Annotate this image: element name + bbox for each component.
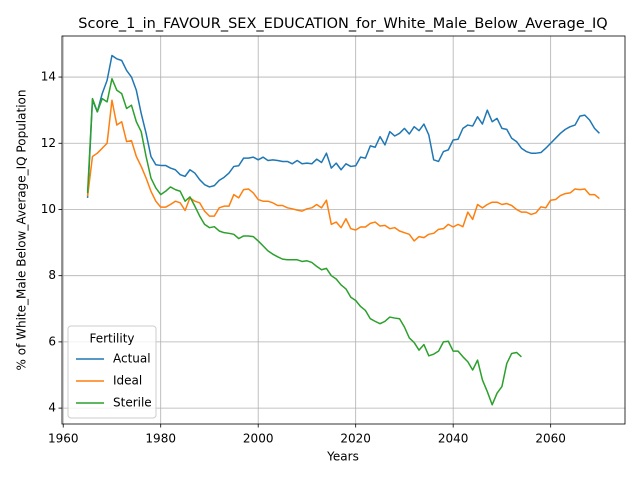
- series-line: [86, 54, 600, 198]
- legend-box: [67, 325, 157, 419]
- x-tick-label: 1960: [48, 432, 79, 446]
- y-tick-label: 12: [41, 136, 56, 150]
- series-line: [86, 99, 600, 242]
- legend-title: Fertility: [89, 332, 134, 346]
- x-tick-label: 1980: [145, 432, 176, 446]
- legend-label: Actual: [113, 352, 151, 366]
- y-tick-label: 8: [48, 268, 56, 282]
- legend-label: Sterile: [113, 396, 152, 410]
- y-tick-label: 6: [48, 334, 56, 348]
- x-axis-label: Years: [326, 450, 359, 464]
- chart-title: Score_1_in_FAVOUR_SEX_EDUCATION_for_Whit…: [78, 16, 607, 32]
- legend-label: Ideal: [113, 374, 142, 388]
- y-tick-label: 4: [48, 401, 56, 415]
- y-tick-label: 10: [41, 202, 56, 216]
- x-tick-label: 2000: [243, 432, 274, 446]
- plot-frame: [61, 35, 626, 425]
- x-tick-label: 2040: [438, 432, 469, 446]
- series-line: [86, 77, 522, 406]
- x-tick-label: 2020: [340, 432, 371, 446]
- x-tick-label: 2060: [535, 432, 566, 446]
- y-tick-label: 14: [41, 70, 56, 84]
- y-axis-label: % of White_Male Below_Average_IQ Populat…: [15, 90, 29, 371]
